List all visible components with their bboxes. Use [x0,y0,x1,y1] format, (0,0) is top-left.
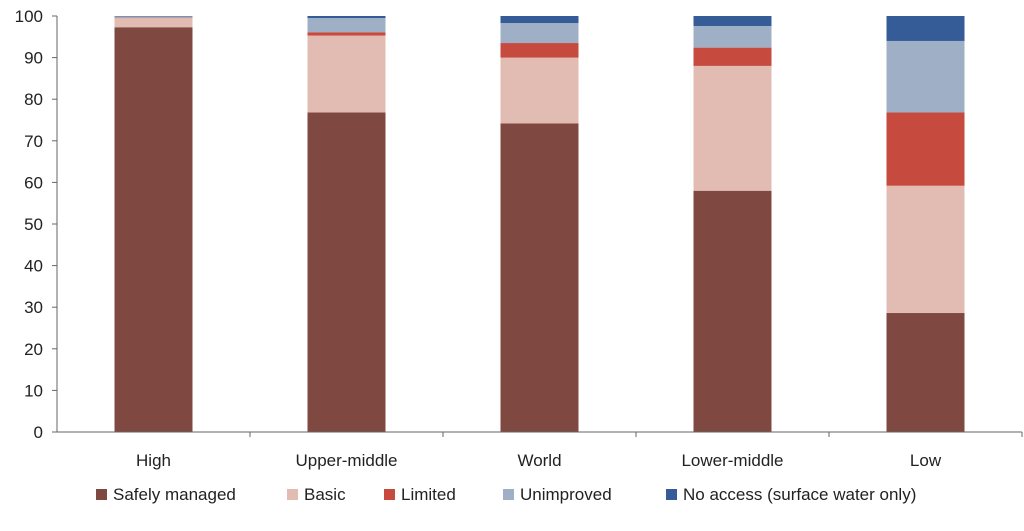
y-tick-label: 100 [15,7,43,26]
y-tick-label: 10 [24,381,43,400]
bar-segment-world-1 [500,57,579,124]
bar-segment-lower-middle-4 [693,16,772,26]
bar-segment-high-0 [114,27,193,433]
bar-segment-upper-middle-0 [307,112,386,433]
bar-segment-world-3 [500,23,579,44]
bar-segment-lower-middle-3 [693,25,772,48]
bar-segment-lower-middle-0 [693,190,772,432]
legend-label: Limited [401,485,456,504]
legend-item: Limited [384,485,456,504]
y-tick-label: 0 [34,423,43,442]
y-tick-label: 20 [24,340,43,359]
bar-segment-lower-middle-2 [693,47,772,66]
y-tick-label: 60 [24,173,43,192]
y-tick-label: 80 [24,90,43,109]
legend-label: Safely managed [113,485,236,504]
legend-swatch [384,489,395,500]
y-tick-label: 70 [24,132,43,151]
bar-segment-world-4 [500,16,579,24]
legend-item: Safely managed [96,485,236,504]
bar-segment-upper-middle-2 [307,32,386,36]
bar-segment-lower-middle-1 [693,65,772,191]
bar-segment-low-3 [886,40,965,113]
bar-segment-low-2 [886,112,965,186]
legend-swatch [666,489,677,500]
bar-segment-world-0 [500,123,579,432]
bars-layer [114,16,965,433]
legend-swatch [287,489,298,500]
x-axis-ticks: High Upper-middle World Lower-middle Low [136,432,1023,470]
legend-item: No access (surface water only) [666,485,916,504]
y-tick-label: 40 [24,257,43,276]
bar-segment-upper-middle-1 [307,35,386,113]
legend-swatch [503,489,514,500]
bar-segment-high-3 [114,16,193,18]
legend-swatch [96,489,107,500]
legend: Safely managed Basic Limited Unimproved No a… [96,485,916,504]
bar-segment-upper-middle-3 [307,18,386,33]
x-tick-label: World [517,451,561,470]
legend-item: Unimproved [503,485,612,504]
bar-segment-world-2 [500,43,579,58]
bar-segment-low-0 [886,313,965,432]
x-tick-label: Low [910,451,942,470]
x-tick-label: High [136,451,171,470]
legend-label: Basic [304,485,346,504]
legend-label: No access (surface water only) [683,485,916,504]
bar-segment-low-1 [886,185,965,314]
y-tick-label: 90 [24,49,43,68]
y-tick-label: 30 [24,298,43,317]
legend-item: Basic [287,485,346,504]
legend-label: Unimproved [520,485,612,504]
bar-segment-low-4 [886,16,965,41]
y-tick-label: 50 [24,215,43,234]
bar-segment-high-1 [114,18,193,28]
x-tick-label: Lower-middle [681,451,783,470]
bar-segment-upper-middle-4 [307,16,386,19]
y-axis-ticks: 0 10 20 30 40 50 60 70 80 90 100 [15,7,57,442]
x-tick-label: Upper-middle [295,451,397,470]
